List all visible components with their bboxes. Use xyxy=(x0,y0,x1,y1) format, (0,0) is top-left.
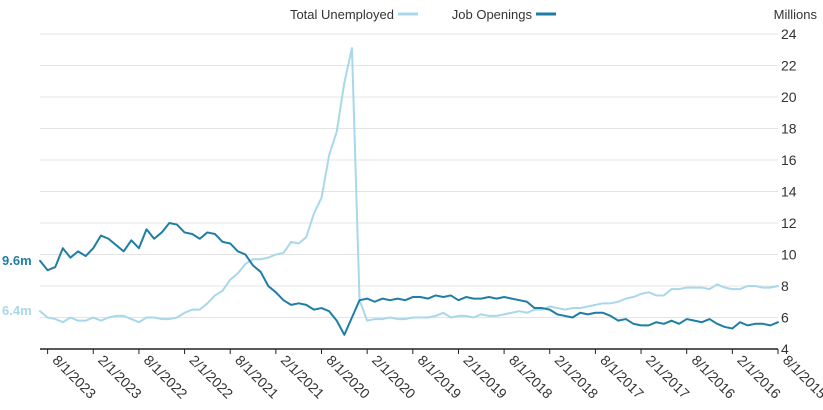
y-tick-label: 6 xyxy=(781,310,789,326)
series-line-job-openings xyxy=(39,222,779,336)
series-lines xyxy=(39,47,779,336)
y-tick-label: 16 xyxy=(781,152,797,168)
y-tick-label: 22 xyxy=(781,58,797,74)
y-tick-label: 12 xyxy=(781,215,797,231)
series-line-total-unemployed xyxy=(39,47,779,324)
x-tick-label: 2/1/2016 xyxy=(734,352,784,402)
y-tick-label: 18 xyxy=(781,121,797,137)
legend-label-job-openings: Job Openings xyxy=(452,7,533,22)
y-tick-label: 20 xyxy=(781,89,797,105)
end-label-job-openings: 9.6m xyxy=(2,253,32,268)
x-tick-label: 8/1/2020 xyxy=(323,352,373,402)
y-axis-tick-labels: 4 6 8 10 12 14 16 18 20 22 24 xyxy=(781,26,797,357)
x-tick-label: 8/1/2016 xyxy=(689,352,739,402)
y-tick-label: 4 xyxy=(781,341,789,357)
x-tick-label: 2/1/2022 xyxy=(186,352,236,402)
x-tick-label: 8/1/2015 xyxy=(780,352,823,402)
x-axis xyxy=(40,348,779,354)
x-tick-label: 8/1/2017 xyxy=(597,352,647,402)
x-axis-tick-labels: 8/1/20152/1/20168/1/20162/1/20178/1/2017… xyxy=(49,352,823,402)
x-tick-label: 2/1/2017 xyxy=(643,352,693,402)
end-labels: 6.4m 9.6m xyxy=(2,253,32,318)
x-tick-label: 8/1/2021 xyxy=(232,352,282,402)
x-tick-label: 2/1/2019 xyxy=(460,352,510,402)
end-label-total-unemployed: 6.4m xyxy=(2,303,32,318)
x-tick-label: 2/1/2018 xyxy=(552,352,602,402)
y-tick-label: 14 xyxy=(781,184,797,200)
x-tick-label: 8/1/2019 xyxy=(415,352,465,402)
gridlines xyxy=(40,33,778,318)
legend-label-total-unemployed: Total Unemployed xyxy=(290,7,394,22)
x-tick-label: 2/1/2021 xyxy=(278,352,328,402)
y-tick-label: 8 xyxy=(781,278,789,294)
legend: Job Openings Total Unemployed xyxy=(290,7,556,22)
y-tick-label: 24 xyxy=(781,26,797,42)
x-tick-label: 8/1/2018 xyxy=(506,352,556,402)
x-tick-label: 8/1/2023 xyxy=(49,352,99,402)
x-tick-label: 8/1/2022 xyxy=(141,352,191,402)
x-tick-label: 2/1/2023 xyxy=(95,352,145,402)
x-tick-label: 2/1/2020 xyxy=(369,352,419,402)
y-tick-label: 10 xyxy=(781,247,797,263)
y-axis-unit-label: Millions xyxy=(774,7,818,22)
